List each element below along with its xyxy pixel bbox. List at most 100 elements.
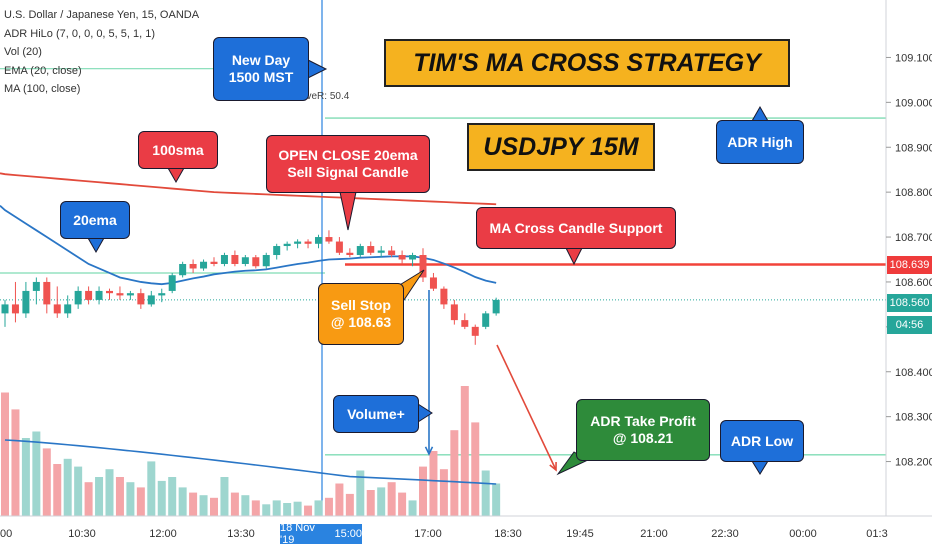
legend-adr[interactable]: ADR HiLo (7, 0, 0, 0, 5, 5, 1, 1) [4, 27, 156, 40]
candle [294, 239, 302, 249]
volume-bar [408, 500, 417, 516]
time-tag-time: 15:00 [334, 528, 362, 540]
callout-adr-take-profit: ADR Take Profit @ 108.21 [576, 399, 710, 461]
candle [273, 243, 281, 260]
price-tag-countdown: 04:56 [887, 316, 932, 334]
chart-subtitle-text: USDJPY 15M [483, 132, 639, 161]
candle [95, 286, 103, 305]
x-tick-label: 12:00 [149, 528, 177, 540]
price-tag-support: 108.639 [887, 256, 932, 274]
candle [262, 252, 270, 269]
x-tick-label: 19:45 [566, 528, 594, 540]
callout-adr-high: ADR High [716, 120, 804, 164]
volume-bar [1, 392, 9, 516]
100sma-pointer [167, 167, 185, 184]
time-tag-date: 18 Nov '19 [280, 522, 315, 546]
candle [450, 299, 458, 325]
volume-ma-polyline [4, 439, 497, 485]
x-tick-label: 22:30 [711, 528, 739, 540]
volume-bar [42, 448, 51, 516]
x-tick-label: 17:00 [414, 528, 442, 540]
volume-bar [272, 500, 281, 516]
legend-vol[interactable]: Vol (20) [4, 46, 42, 58]
chart-title: TIM'S MA CROSS STRATEGY [384, 39, 790, 87]
y-tick-label: 108.700 [895, 232, 932, 244]
volume-bars [1, 386, 501, 516]
candle [231, 250, 239, 267]
volume-bar [398, 492, 407, 516]
open-close-pointer [339, 191, 357, 231]
candle [492, 297, 500, 316]
indicator-legend: U.S. Dollar / Japanese Yen, 15, OANDA AD… [4, 6, 199, 99]
ma-cross-pointer [565, 247, 583, 266]
candle-body [294, 241, 302, 244]
volume-bar [304, 505, 313, 516]
volume-bar [366, 490, 375, 516]
candle-body [189, 263, 197, 269]
candle-body [377, 250, 385, 253]
candle-body [147, 295, 155, 305]
callout-20ema-text: 20ema [73, 211, 117, 228]
candle [126, 290, 134, 300]
volume-bar [95, 477, 104, 516]
volume-bar [147, 461, 156, 516]
callout-new-day-line1: New Day [231, 52, 291, 68]
candle [210, 257, 218, 267]
candle [11, 281, 19, 323]
legend-symbol[interactable]: U.S. Dollar / Japanese Yen, 15, OANDA [4, 9, 200, 21]
new-day-pointer [307, 59, 328, 79]
candle-body [304, 241, 312, 244]
candles [1, 230, 500, 345]
volume-bar [481, 470, 490, 516]
candle [158, 288, 166, 303]
candle [1, 299, 9, 327]
candle [116, 286, 124, 300]
time-tag: 18 Nov '19 15:00 [280, 522, 362, 546]
volume-bar [105, 469, 114, 516]
callout-open-close-line1: OPEN CLOSE 20ema [278, 147, 418, 163]
candle-body [116, 293, 124, 296]
volume-bar [178, 487, 187, 516]
chart-subtitle: USDJPY 15M [467, 123, 655, 171]
callout-adr-low: ADR Low [720, 420, 804, 462]
y-tick-label: 108.900 [895, 142, 932, 154]
callout-20ema: 20ema [60, 201, 130, 239]
volume-bar [53, 464, 62, 516]
callout-ma-cross-text: MA Cross Candle Support [489, 219, 663, 236]
price-axis-bg [886, 0, 932, 550]
volume-bar [283, 503, 292, 516]
volume-bar [210, 497, 218, 516]
candle [168, 272, 176, 294]
volume-bar [74, 466, 83, 516]
candle [398, 250, 406, 264]
volume-arrow [424, 290, 434, 456]
candle [429, 272, 437, 291]
volume-bar [262, 504, 271, 516]
callout-open-close-line2: Sell Signal Candle [287, 164, 409, 180]
legend-ma[interactable]: MA (100, close) [4, 83, 81, 95]
candle [315, 234, 322, 249]
candle-body [85, 290, 93, 300]
candle-body [440, 288, 448, 305]
y-tick-label: 108.200 [895, 457, 932, 469]
adr-high-pointer [751, 105, 769, 122]
price-tag-countdown-text: 04:56 [895, 319, 924, 331]
volume-bar [63, 458, 72, 516]
candle-body [168, 275, 176, 291]
take-profit-arrow-shaft [496, 344, 557, 471]
volume-bar [251, 500, 260, 516]
candle [346, 248, 354, 258]
candle-body [262, 255, 270, 267]
candle [419, 248, 427, 282]
callout-open-close: OPEN CLOSE 20ema Sell Signal Candle [266, 135, 430, 193]
legend-ema[interactable]: EMA (20, close) [4, 64, 82, 77]
candle-body [315, 237, 322, 244]
candle-body [210, 261, 218, 264]
volume-bar [11, 409, 20, 516]
x-tick-label: 10:30 [68, 528, 96, 540]
callout-adr-tp-line1: ADR Take Profit [590, 413, 696, 429]
candle [32, 277, 40, 305]
volume-bar [471, 422, 480, 516]
